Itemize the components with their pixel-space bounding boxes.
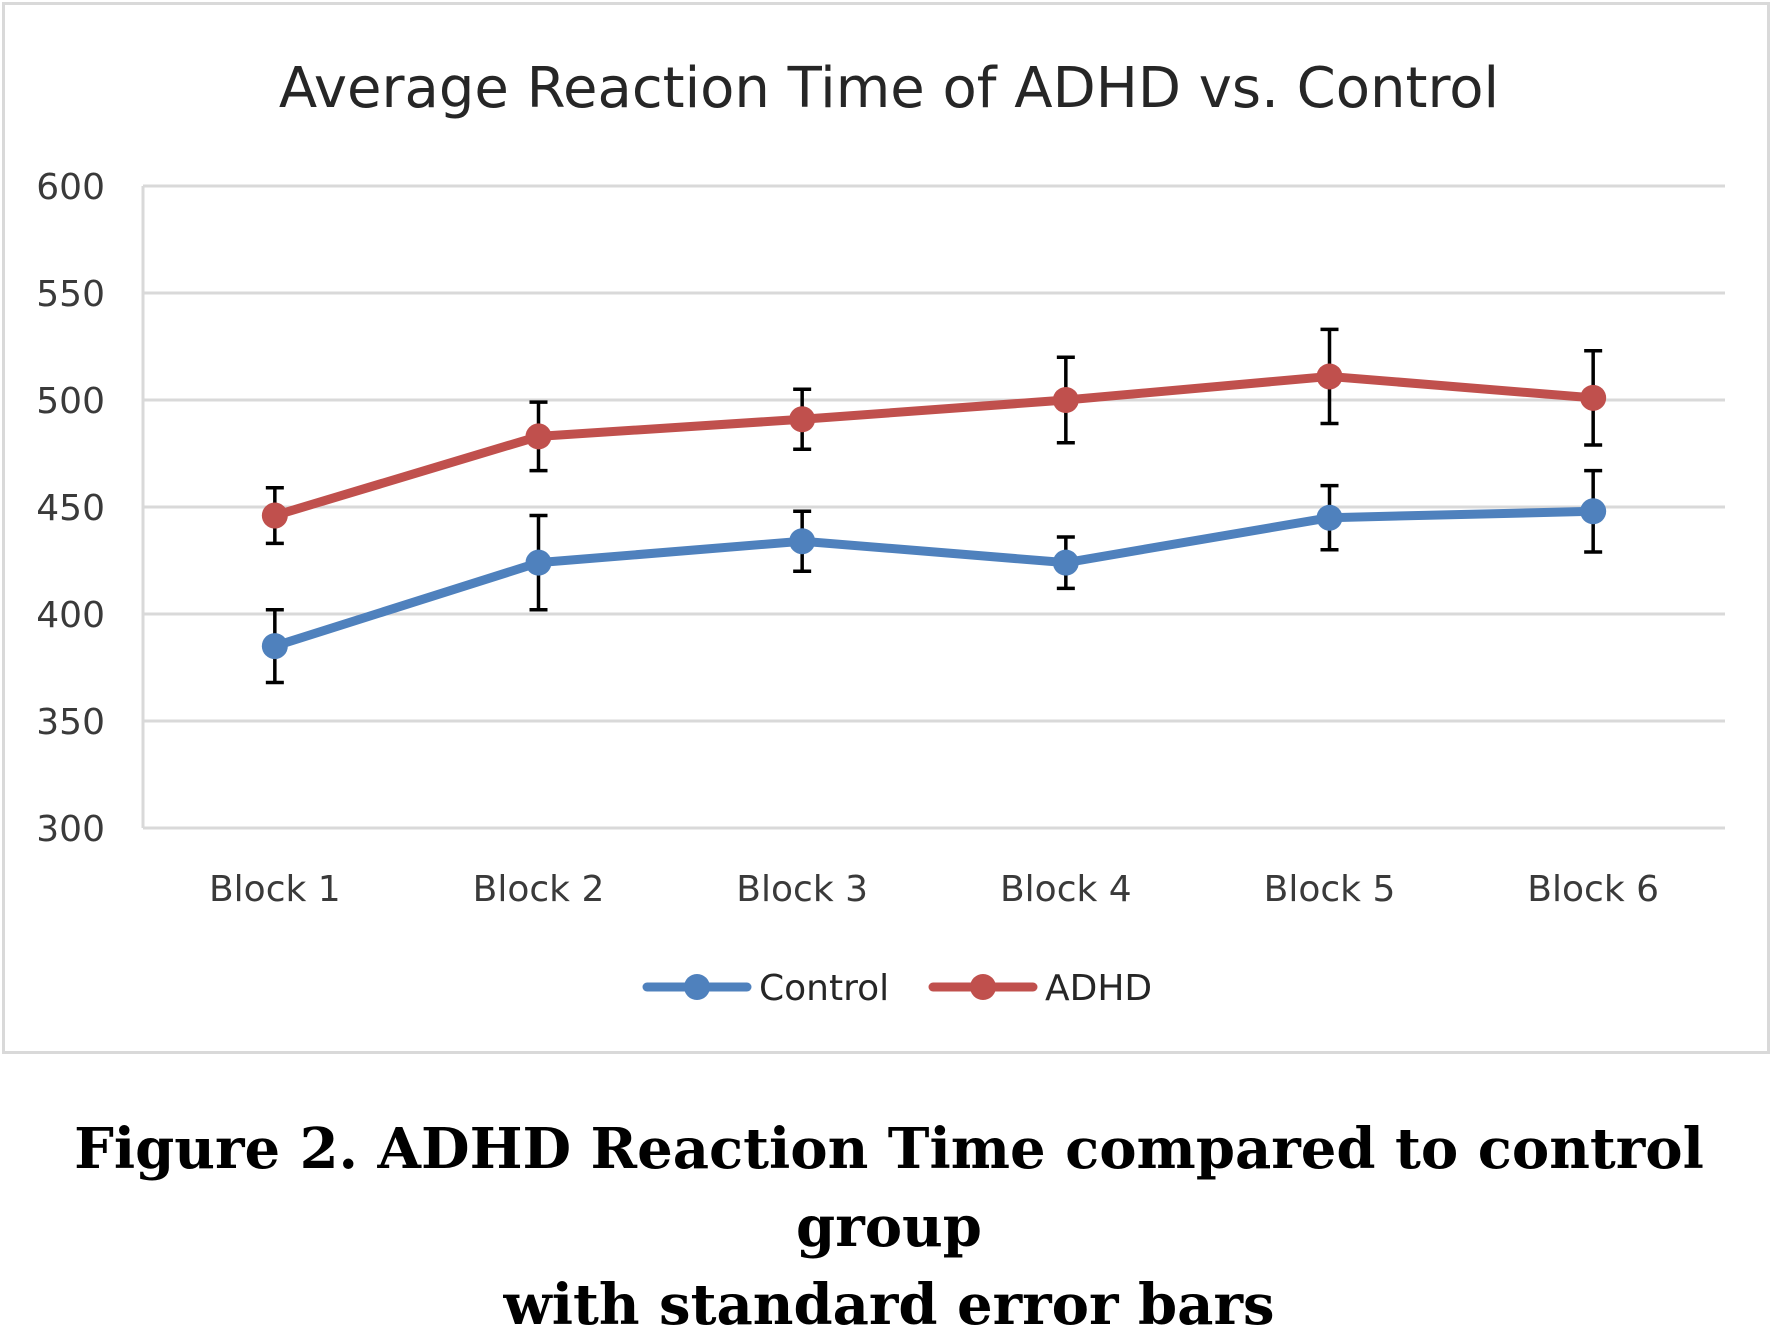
x-tick-label: Block 2 bbox=[473, 869, 605, 910]
x-tick-label: Block 5 bbox=[1264, 869, 1396, 910]
caption-line-1: Figure 2. ADHD Reaction Time compared to… bbox=[74, 1116, 1704, 1260]
series-adhd bbox=[261, 327, 1607, 546]
y-tick-label: 500 bbox=[36, 381, 105, 422]
data-point bbox=[261, 633, 288, 660]
series-layer bbox=[261, 327, 1607, 685]
y-tick-label: 300 bbox=[36, 809, 105, 850]
line-chart: Average Reaction Time of ADHD vs. Contro… bbox=[36, 56, 1725, 1009]
figure-caption: Figure 2. ADHD Reaction Time compared to… bbox=[0, 1110, 1778, 1344]
data-point bbox=[525, 423, 552, 450]
legend-swatch-marker bbox=[970, 974, 996, 1000]
y-tick-label: 450 bbox=[36, 488, 105, 529]
y-tick-label: 350 bbox=[36, 702, 105, 743]
chart-title: Average Reaction Time of ADHD vs. Contro… bbox=[279, 56, 1499, 121]
data-point bbox=[789, 528, 816, 555]
x-axis-ticks: Block 1 Block 2 Block 3 Block 4 Block 5 Block… bbox=[209, 869, 1659, 910]
data-point bbox=[1580, 384, 1607, 411]
caption-line-2: with standard error bars bbox=[503, 1272, 1275, 1338]
y-tick-label: 600 bbox=[36, 167, 105, 208]
chart-frame: Average Reaction Time of ADHD vs. Contro… bbox=[2, 2, 1770, 1054]
legend-label: Control bbox=[759, 968, 889, 1009]
data-point bbox=[789, 406, 816, 433]
x-tick-label: Block 6 bbox=[1527, 869, 1659, 910]
data-point bbox=[1052, 549, 1079, 576]
y-tick-label: 400 bbox=[36, 595, 105, 636]
data-point bbox=[1052, 387, 1079, 413]
data-point bbox=[1580, 498, 1607, 525]
legend-swatch-marker bbox=[684, 974, 710, 1000]
gridlines bbox=[141, 184, 1725, 830]
x-tick-label: Block 4 bbox=[1000, 869, 1132, 910]
legend-label: ADHD bbox=[1045, 968, 1152, 1009]
data-point bbox=[525, 549, 552, 576]
data-point bbox=[261, 502, 288, 529]
y-axis-ticks: 300 350 400 450 500 550 600 bbox=[36, 167, 105, 850]
data-point bbox=[1316, 363, 1343, 390]
legend: Control ADHD bbox=[642, 968, 1152, 1009]
x-tick-label: Block 1 bbox=[209, 869, 341, 910]
series-line bbox=[270, 371, 1598, 521]
series-control bbox=[261, 468, 1607, 685]
data-point bbox=[1316, 504, 1343, 531]
series-line bbox=[270, 506, 1598, 651]
y-tick-label: 550 bbox=[36, 274, 105, 315]
x-tick-label: Block 3 bbox=[736, 869, 868, 910]
